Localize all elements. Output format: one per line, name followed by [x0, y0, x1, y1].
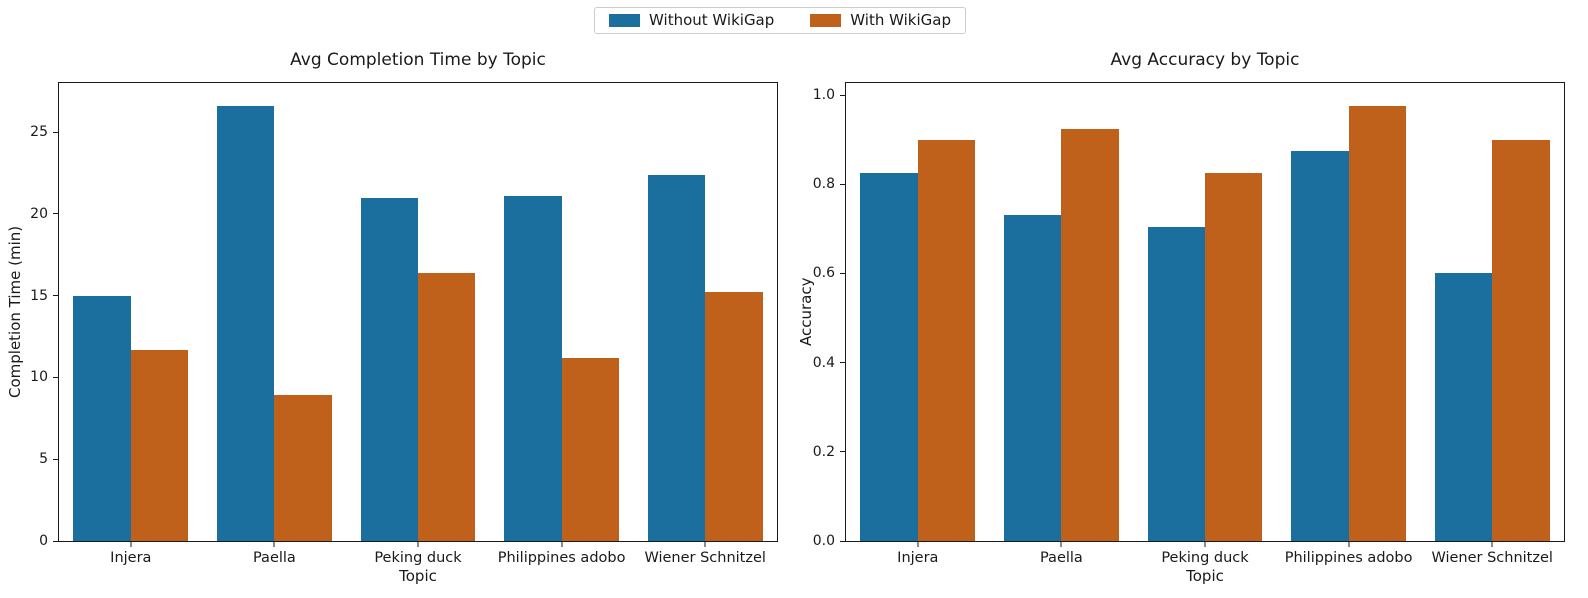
- y-tick-mark: [53, 295, 59, 297]
- legend-swatch-orange: [810, 14, 842, 27]
- y-tick-mark: [53, 213, 59, 215]
- legend-swatch-blue: [609, 14, 641, 27]
- y-axis-label-completion-time: Completion Time (min): [6, 225, 24, 399]
- x-tick-mark: [273, 541, 275, 547]
- bar-without-wikigap-paella: [216, 105, 275, 541]
- x-tick-label: Paella: [1039, 550, 1083, 566]
- y-tick-label: 20: [30, 205, 48, 222]
- bar-with-wikigap-paella: [274, 395, 332, 541]
- legend-label-with-wikigap: With WikiGap: [850, 11, 951, 29]
- bar-with-wikigap-injera: [917, 139, 976, 541]
- y-tick-mark: [840, 272, 846, 274]
- bar-without-wikigap-philippines-adobo: [1291, 150, 1349, 541]
- bar-without-wikigap-wiener-schnitzel: [647, 174, 706, 541]
- y-tick-label: 0.8: [812, 176, 835, 193]
- x-tick-label: Wiener Schnitzel: [1431, 550, 1553, 566]
- plot-area-completion-time: 0 5 10 15 20 25 Injera Paella Peking duck Philipp…: [30, 82, 778, 565]
- plot-area-accuracy: 0.0 0.2 0.4 0.6 0.8 1.0 Injera Paella Peking duc…: [813, 82, 1565, 565]
- y-axis-label-accuracy: Accuracy: [797, 277, 815, 347]
- bar-without-wikigap-peking-duck: [360, 197, 418, 541]
- y-tick-mark: [840, 540, 846, 542]
- x-tick-mark: [1204, 541, 1206, 547]
- bar-without-wikigap-injera: [860, 173, 918, 541]
- y-tick-mark: [840, 362, 846, 364]
- x-tick-label: Injera: [897, 550, 939, 566]
- chart-title-completion-time: Avg Completion Time by Topic: [290, 50, 546, 70]
- legend-item-with-wikigap: With WikiGap: [810, 13, 951, 28]
- chart-title-accuracy: Avg Accuracy by Topic: [1110, 50, 1300, 70]
- x-tick-label: Peking duck: [374, 550, 462, 566]
- bar-without-wikigap-injera: [73, 295, 131, 541]
- y-tick-label: 5: [39, 451, 48, 468]
- y-tick-label: 0: [39, 533, 48, 549]
- x-tick-mark: [1348, 541, 1350, 547]
- bar-without-wikigap-philippines-adobo: [504, 195, 562, 541]
- x-tick-label: Paella: [252, 550, 296, 566]
- y-tick-label: 25: [30, 124, 48, 141]
- x-axis-label-topic-left: Topic: [399, 567, 437, 585]
- bar-without-wikigap-wiener-schnitzel: [1434, 273, 1493, 541]
- y-tick-mark: [840, 451, 846, 453]
- legend: Without WikiGap With WikiGap: [594, 7, 966, 34]
- x-tick-mark: [1060, 541, 1062, 547]
- x-tick-label: Philippines adobo: [1284, 550, 1413, 566]
- legend-label-without-wikigap: Without WikiGap: [649, 11, 775, 29]
- x-tick-mark: [561, 541, 563, 547]
- bar-with-wikigap-peking-duck: [418, 272, 476, 541]
- y-tick-label: 0.6: [812, 265, 835, 282]
- y-tick-mark: [53, 131, 59, 133]
- x-tick-mark: [417, 541, 419, 547]
- x-tick-mark: [917, 541, 919, 547]
- bar-with-wikigap-peking-duck: [1205, 173, 1263, 541]
- x-tick-mark: [704, 541, 706, 547]
- y-tick-label: 1.0: [812, 87, 835, 104]
- bar-with-wikigap-injera: [130, 349, 189, 541]
- bar-with-wikigap-wiener-schnitzel: [705, 292, 763, 541]
- x-tick-label: Peking duck: [1161, 550, 1249, 566]
- y-tick-label: 0.2: [812, 443, 835, 460]
- y-tick-mark: [53, 376, 59, 378]
- bar-with-wikigap-wiener-schnitzel: [1492, 139, 1550, 541]
- y-tick-mark: [53, 458, 59, 460]
- x-tick-label: Wiener Schnitzel: [644, 550, 766, 566]
- bar-without-wikigap-paella: [1003, 215, 1062, 541]
- y-tick-mark: [840, 183, 846, 185]
- bar-with-wikigap-paella: [1061, 128, 1119, 541]
- x-tick-mark: [130, 541, 132, 547]
- x-tick-label: Injera: [110, 550, 152, 566]
- x-tick-label: Philippines adobo: [497, 550, 626, 566]
- y-tick-mark: [53, 540, 59, 542]
- y-tick-label: 0.0: [812, 533, 835, 549]
- legend-item-without-wikigap: Without WikiGap: [609, 13, 774, 28]
- x-axis-label-topic-right: Topic: [1186, 567, 1224, 585]
- y-tick-label: 15: [30, 287, 48, 304]
- x-tick-mark: [1491, 541, 1493, 547]
- bar-with-wikigap-philippines-adobo: [1348, 106, 1407, 541]
- y-tick-mark: [840, 94, 846, 96]
- y-tick-label: 10: [30, 369, 48, 386]
- bar-with-wikigap-philippines-adobo: [561, 357, 620, 541]
- bar-without-wikigap-peking-duck: [1147, 226, 1205, 541]
- y-tick-label: 0.4: [812, 354, 835, 371]
